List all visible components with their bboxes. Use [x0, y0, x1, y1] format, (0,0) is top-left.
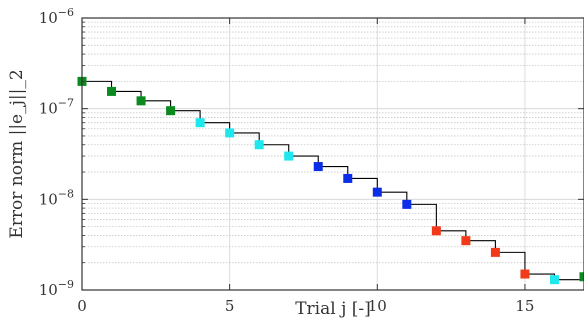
step-line — [82, 80, 584, 281]
data-point — [490, 247, 500, 257]
y-tick-label: 10−9 — [39, 278, 74, 299]
x-axis-label: Trial j [-] — [295, 299, 371, 319]
x-tick-label: 15 — [515, 297, 534, 315]
y-tick-label: 10−6 — [39, 6, 74, 27]
error-step-line — [82, 80, 584, 281]
x-tick-label: 0 — [77, 297, 87, 315]
data-point — [372, 187, 382, 197]
x-tick-label: 5 — [225, 297, 235, 315]
data-point — [343, 173, 353, 183]
data-point — [195, 118, 205, 128]
data-point — [225, 128, 235, 138]
y-tick-label: 10−7 — [39, 97, 74, 118]
data-point — [136, 96, 146, 106]
data-point — [431, 226, 441, 236]
data-point — [254, 140, 264, 150]
axis-ticks: 0 5 10 15 10−9 10−8 10−7 10−6 — [39, 6, 584, 315]
data-point — [549, 275, 559, 285]
data-point — [402, 199, 412, 209]
data-markers — [77, 76, 584, 285]
data-point — [520, 269, 530, 279]
data-point — [166, 106, 176, 116]
y-axis-label: Error norm ||e_j||_2 — [7, 69, 27, 238]
data-point — [461, 236, 471, 246]
grid — [82, 18, 584, 290]
data-point — [107, 86, 117, 96]
x-tick-label: 10 — [368, 297, 387, 315]
plot-frame — [81, 17, 584, 291]
data-point — [313, 162, 323, 172]
y-tick-label: 10−8 — [39, 187, 74, 208]
data-point — [284, 151, 294, 161]
data-point — [579, 272, 584, 282]
